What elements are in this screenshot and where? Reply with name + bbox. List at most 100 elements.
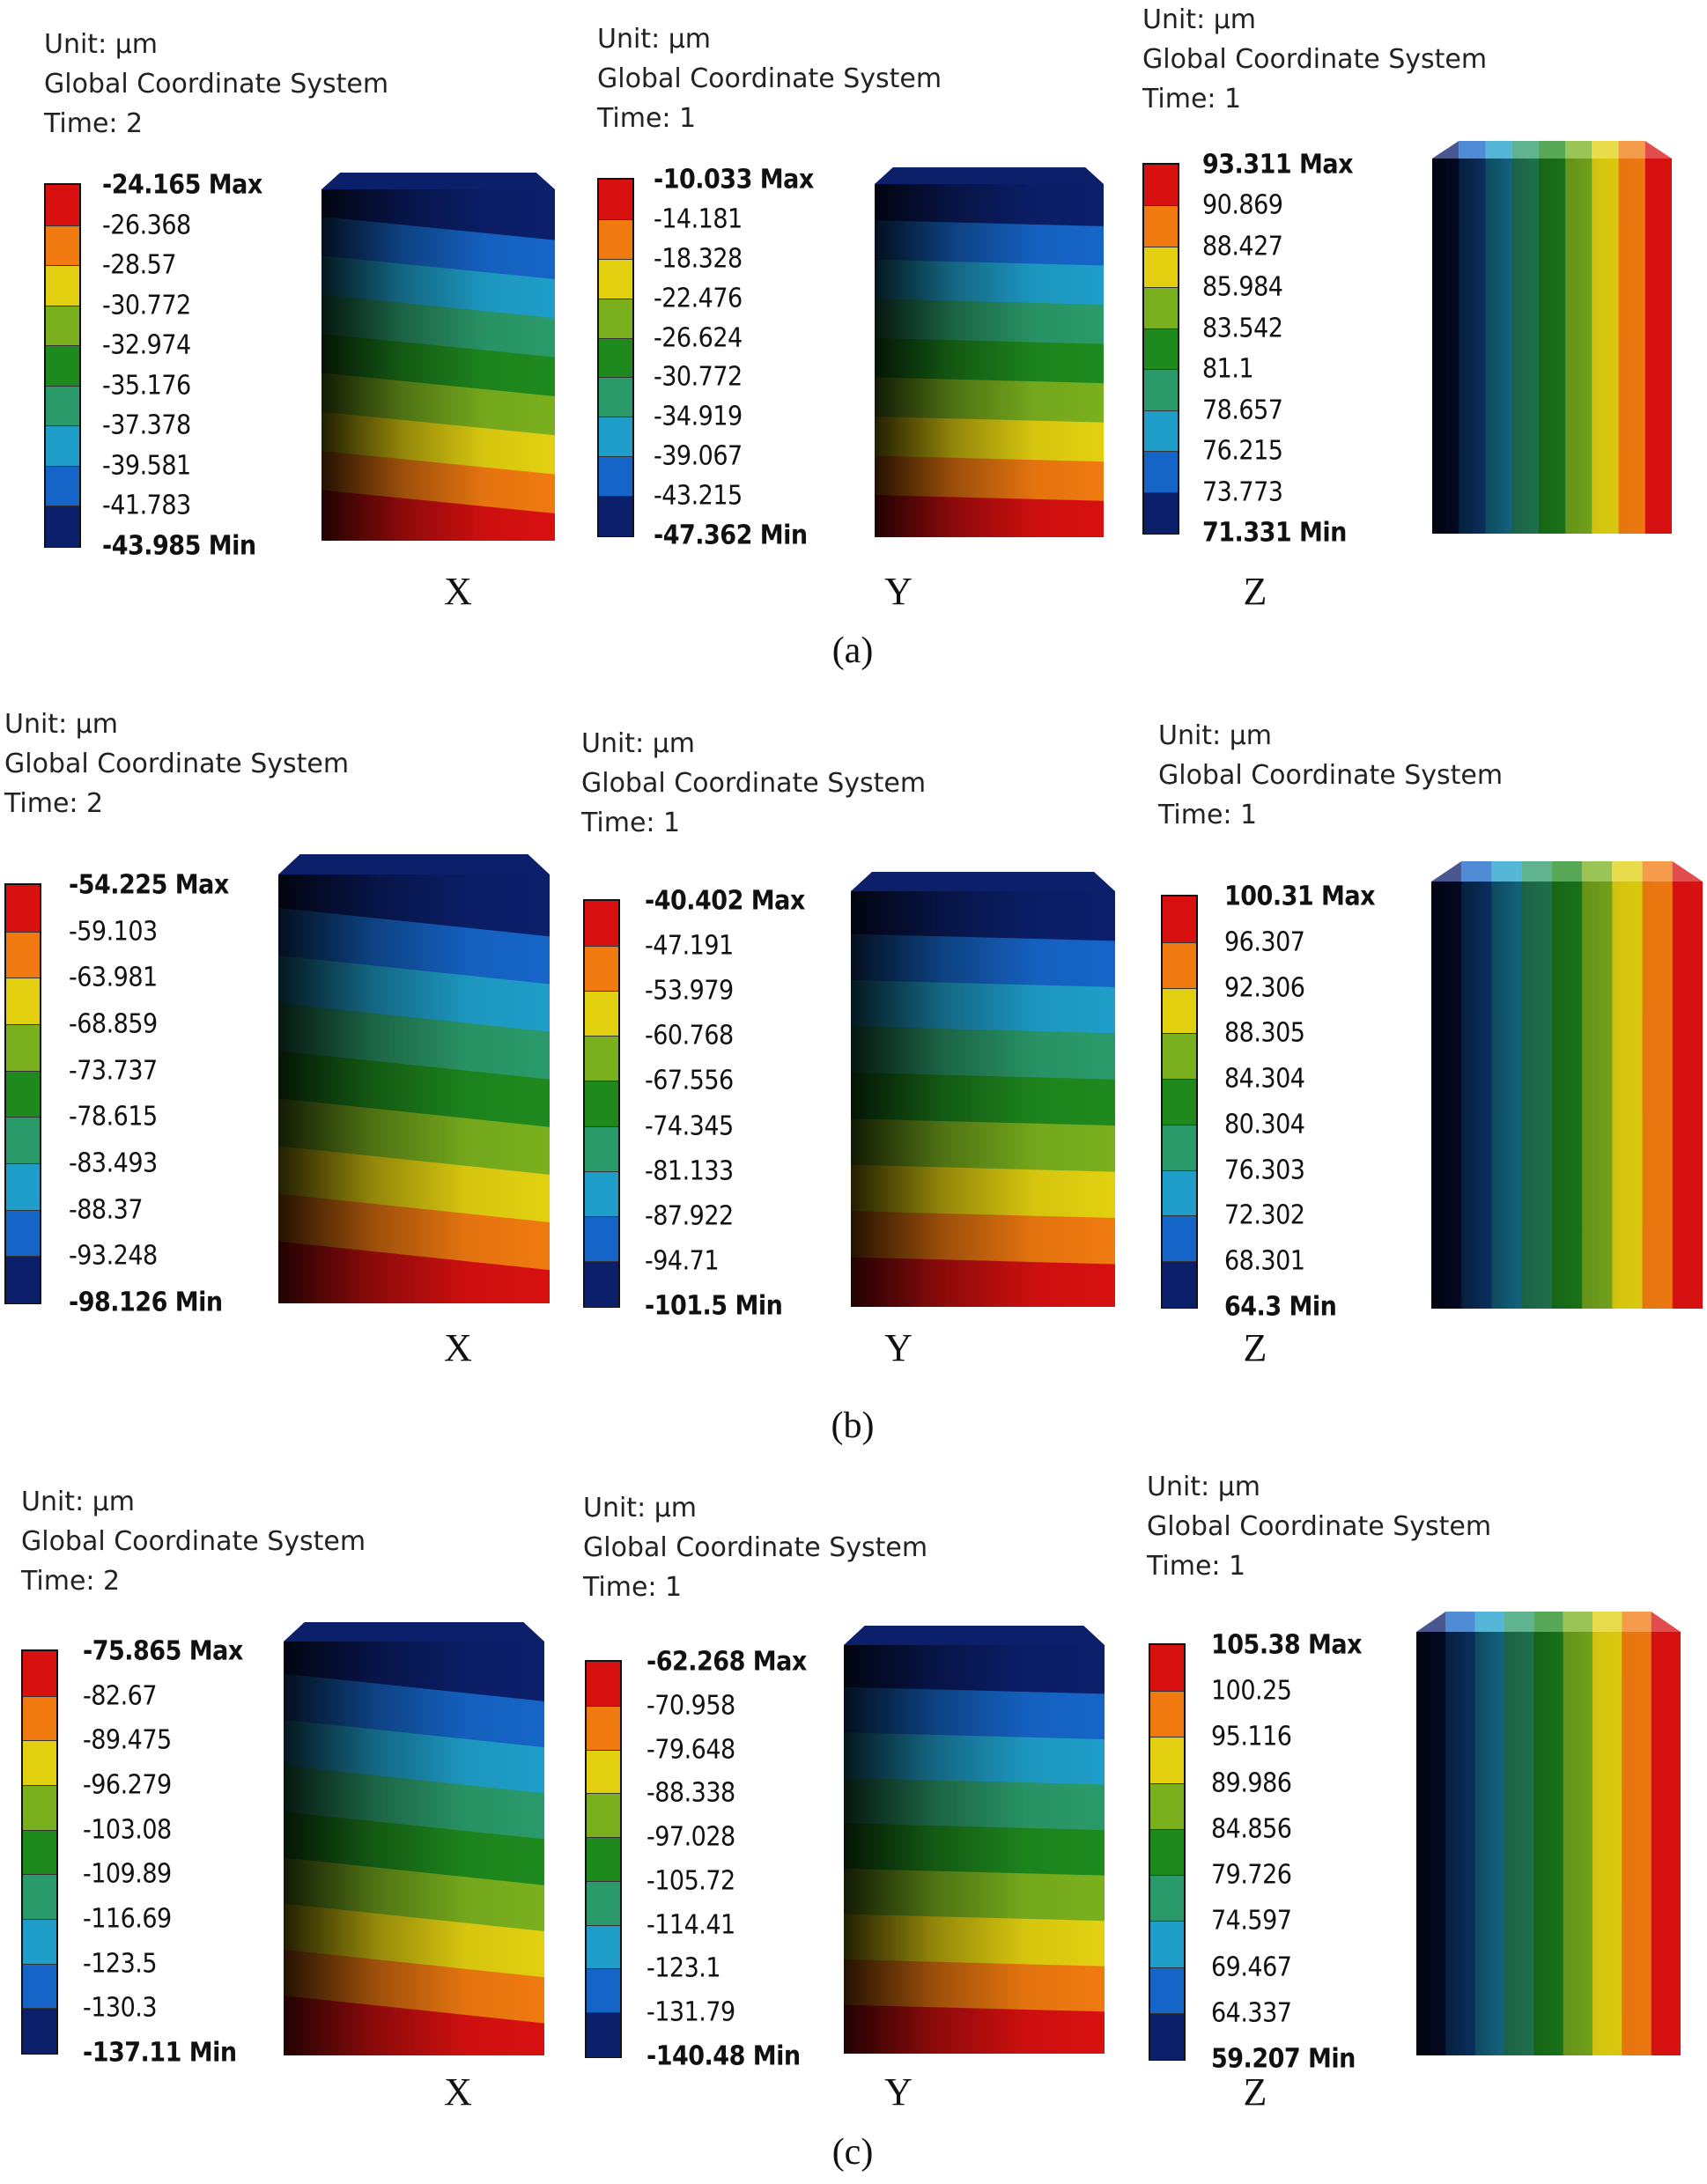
legend-min-label: 64.3 Min [1224, 1291, 1337, 1323]
time-label: Time: 1 [597, 103, 697, 134]
legend-tick-label: -105.72 [647, 1865, 735, 1897]
legend-tick-label: -97.028 [647, 1821, 735, 1853]
legend-header: Unit: µm Global Coordinate System Time: 1 [597, 19, 942, 138]
legend-swatch [587, 1837, 620, 1882]
legend-swatch [585, 901, 618, 947]
legend-tick-label: 84.856 [1211, 1813, 1292, 1845]
legend-tick-label: -88.338 [647, 1777, 735, 1809]
legend-tick-label: -43.215 [654, 480, 743, 512]
panel-caption: (a) [831, 631, 874, 671]
time-label: Time: 1 [1147, 1551, 1246, 1582]
cap-band [1592, 141, 1619, 159]
cap-band [1461, 861, 1492, 882]
legend-tick-label: -114.41 [647, 1909, 735, 1941]
coordinate-system-label: Global Coordinate System [581, 768, 927, 799]
legend-min-label: -98.126 Min [69, 1287, 223, 1318]
legend-swatch [599, 180, 632, 219]
cap-band [1431, 861, 1462, 882]
legend-tick-label: -123.5 [83, 1948, 157, 1980]
legend-swatch [1144, 287, 1178, 329]
legend-tick-label: -73.737 [69, 1055, 158, 1087]
deformation-contour-cylinder [284, 1622, 544, 2055]
cap-band [1651, 1612, 1681, 1632]
legend-tick-label: 74.597 [1211, 1905, 1292, 1937]
legend-swatch [1150, 1691, 1184, 1738]
axis-label: X [444, 570, 472, 613]
coordinate-system-label: Global Coordinate System [4, 749, 350, 779]
legend-swatch [599, 337, 632, 379]
unit-label: Unit: µm [4, 709, 119, 740]
legend-swatch [1150, 1828, 1184, 1877]
legend-max-label: 100.31 Max [1224, 881, 1376, 912]
legend-max-label: -62.268 Max [647, 1646, 807, 1678]
color-legend-bar [597, 178, 634, 537]
color-legend-bar [1142, 163, 1179, 535]
legend-min-label: -137.11 Min [83, 2037, 237, 2069]
legend-swatch [6, 1070, 40, 1118]
legend-tick-label: 76.303 [1224, 1155, 1305, 1186]
cap-band [1416, 1612, 1446, 1632]
color-legend-bar [21, 1649, 58, 2055]
axis-label: Y [884, 570, 913, 613]
legend-swatch [1163, 941, 1196, 989]
legend-swatch [585, 1260, 618, 1307]
legend-swatch [587, 1793, 620, 1839]
legend-swatch [587, 1662, 620, 1706]
shading-overlay [284, 1642, 544, 2055]
legend-tick-label: -34.919 [654, 401, 743, 432]
cap-band [1432, 141, 1459, 159]
legend-swatch [585, 991, 618, 1037]
deformation-contour-cylinder [1431, 861, 1703, 1309]
legend-swatch [6, 978, 40, 1025]
cap-face [284, 1622, 544, 1642]
legend-tick-label: -39.067 [654, 440, 743, 472]
legend-tick-label: -78.615 [69, 1101, 158, 1133]
unit-label: Unit: µm [21, 1487, 136, 1517]
legend-max-label: -54.225 Max [69, 869, 229, 901]
legend-tick-label: 73.773 [1202, 476, 1283, 508]
legend-swatch [1144, 246, 1178, 289]
legend-tick-label: -41.783 [102, 490, 191, 521]
legend-tick-label: 100.25 [1211, 1675, 1292, 1707]
legend-tick-label: 92.306 [1224, 972, 1305, 1004]
legend-swatch [46, 225, 79, 267]
legend-tick-label: 96.307 [1224, 926, 1305, 958]
legend-swatch [587, 2012, 620, 2057]
legend-swatch [599, 298, 632, 339]
legend-tick-label: 90.869 [1202, 189, 1283, 221]
panel-caption: (b) [831, 1406, 875, 1446]
legend-swatch [1163, 987, 1196, 1035]
legend-tick-label: 89.986 [1211, 1767, 1292, 1799]
legend-swatch [587, 1705, 620, 1751]
legend-swatch [599, 218, 632, 260]
legend-swatch [46, 385, 79, 427]
legend-swatch [1144, 205, 1178, 247]
color-legend-bar [1149, 1643, 1186, 2061]
legend-swatch [587, 1749, 620, 1795]
legend-swatch [23, 1740, 56, 1786]
legend-swatch [6, 931, 40, 979]
legend-swatch [6, 1163, 40, 1211]
legend-swatch [6, 1024, 40, 1072]
color-legend-bar [44, 183, 81, 548]
legend-swatch [1163, 1169, 1196, 1217]
color-legend-bar [1161, 895, 1198, 1309]
legend-tick-label: 95.116 [1211, 1721, 1292, 1752]
color-legend-bar [585, 1660, 622, 2058]
legend-tick-label: -93.248 [69, 1240, 158, 1272]
color-legend-bar [583, 899, 620, 1308]
legend-swatch [587, 1968, 620, 2014]
legend-swatch [1144, 451, 1178, 493]
legend-swatch [46, 345, 79, 387]
legend-tick-label: 72.302 [1224, 1199, 1305, 1231]
legend-swatch [6, 1117, 40, 1164]
unit-label: Unit: µm [597, 24, 712, 55]
legend-tick-label: -83.493 [69, 1147, 158, 1179]
cap-band [1485, 141, 1512, 159]
cap-band [1582, 861, 1613, 882]
legend-tick-label: -14.181 [654, 203, 743, 235]
legend-swatch [46, 305, 79, 347]
legend-header: Unit: µm Global Coordinate System Time: 2 [21, 1482, 366, 1601]
legend-tick-label: -70.958 [647, 1690, 735, 1722]
legend-tick-label: -28.57 [102, 249, 176, 281]
